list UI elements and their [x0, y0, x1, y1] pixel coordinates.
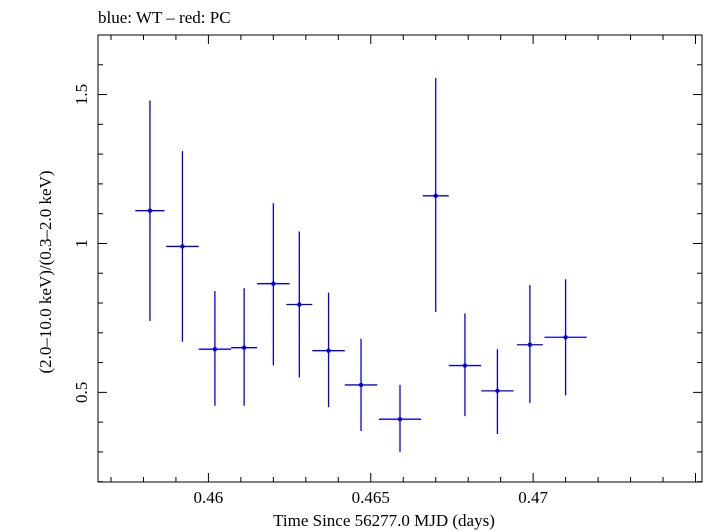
data-marker — [527, 342, 533, 347]
data-point — [422, 78, 449, 312]
data-marker — [147, 208, 153, 213]
y-tick-label: 0.5 — [72, 382, 91, 403]
data-marker — [495, 388, 500, 394]
data-point — [544, 279, 587, 396]
data-marker — [241, 345, 247, 350]
data-series — [135, 78, 587, 452]
data-marker — [271, 281, 276, 286]
data-marker — [563, 335, 568, 340]
data-point — [312, 292, 345, 408]
plot-frame — [97, 34, 703, 483]
data-point — [231, 288, 258, 406]
data-point — [344, 338, 378, 432]
data-point — [135, 100, 165, 321]
data-marker — [397, 416, 403, 422]
data-marker — [212, 346, 218, 352]
data-point — [516, 285, 543, 403]
x-tick-label: 0.47 — [518, 488, 548, 507]
data-point — [378, 384, 422, 452]
x-tick-label: 0.465 — [352, 488, 390, 507]
data-point — [286, 231, 313, 378]
data-point — [198, 291, 232, 406]
data-point — [481, 349, 514, 435]
data-marker — [297, 302, 302, 307]
data-marker — [180, 244, 185, 249]
y-tick-label: 1.5 — [72, 84, 91, 105]
minor-ticks — [98, 34, 702, 483]
data-marker — [462, 363, 468, 368]
y-tick-label: 1 — [72, 239, 91, 248]
x-axis-label: Time Since 56277.0 MJD (days) — [273, 511, 495, 530]
data-point — [448, 313, 482, 417]
data-marker — [433, 193, 438, 199]
y-tick-labels: 0.5 1 1.5 — [72, 84, 91, 403]
x-tick-labels: 0.46 0.465 0.47 — [194, 488, 549, 507]
data-marker — [358, 382, 364, 388]
x-tick-label: 0.46 — [194, 488, 224, 507]
chart-title: blue: WT – red: PC — [98, 8, 231, 27]
data-point — [257, 203, 290, 366]
y-axis-label: (2.0–10.0 keV)/(0.3–2.0 keV) — [36, 170, 55, 373]
data-point — [166, 151, 199, 342]
data-marker — [326, 348, 331, 353]
